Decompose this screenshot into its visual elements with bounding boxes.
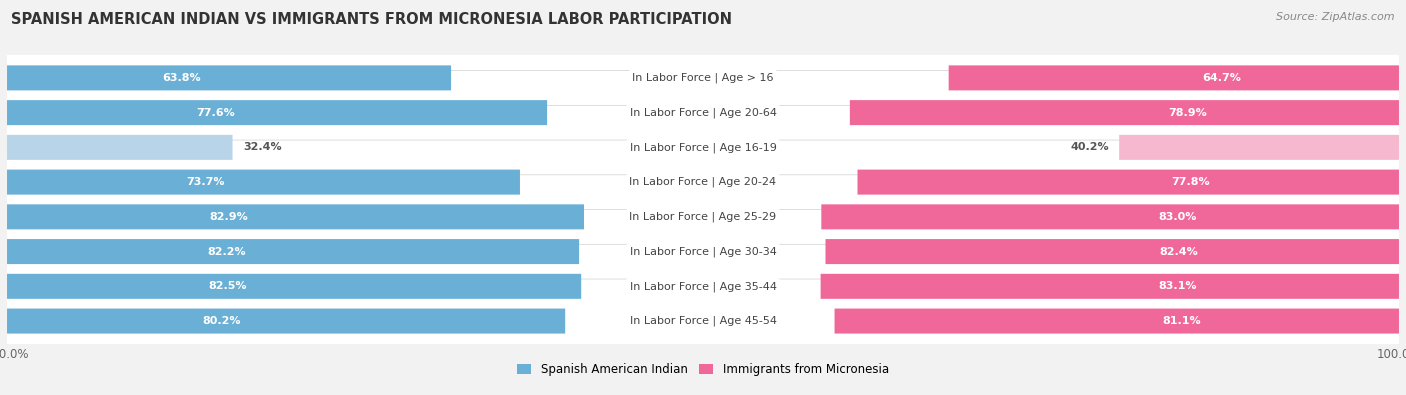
FancyBboxPatch shape xyxy=(7,204,583,229)
FancyBboxPatch shape xyxy=(835,308,1399,333)
Text: In Labor Force | Age 20-24: In Labor Force | Age 20-24 xyxy=(630,177,776,187)
FancyBboxPatch shape xyxy=(1,244,1405,328)
FancyBboxPatch shape xyxy=(1,279,1405,363)
Text: 82.4%: 82.4% xyxy=(1160,246,1198,257)
Text: 82.9%: 82.9% xyxy=(209,212,247,222)
FancyBboxPatch shape xyxy=(825,239,1399,264)
FancyBboxPatch shape xyxy=(821,204,1399,229)
FancyBboxPatch shape xyxy=(1,36,1405,120)
Text: 82.5%: 82.5% xyxy=(208,281,246,292)
FancyBboxPatch shape xyxy=(7,308,565,333)
FancyBboxPatch shape xyxy=(1,105,1405,189)
Text: 40.2%: 40.2% xyxy=(1070,142,1109,152)
FancyBboxPatch shape xyxy=(1,71,1405,155)
Text: 63.8%: 63.8% xyxy=(163,73,201,83)
Text: 80.2%: 80.2% xyxy=(202,316,240,326)
Text: 82.2%: 82.2% xyxy=(207,246,246,257)
Text: In Labor Force | Age 35-44: In Labor Force | Age 35-44 xyxy=(630,281,776,292)
FancyBboxPatch shape xyxy=(858,169,1399,195)
Text: 64.7%: 64.7% xyxy=(1202,73,1241,83)
Text: 83.1%: 83.1% xyxy=(1159,281,1197,292)
Text: In Labor Force | Age 20-64: In Labor Force | Age 20-64 xyxy=(630,107,776,118)
FancyBboxPatch shape xyxy=(821,274,1399,299)
Text: Source: ZipAtlas.com: Source: ZipAtlas.com xyxy=(1277,12,1395,22)
Text: 77.6%: 77.6% xyxy=(195,107,235,118)
Text: In Labor Force | Age 25-29: In Labor Force | Age 25-29 xyxy=(630,212,776,222)
FancyBboxPatch shape xyxy=(7,135,232,160)
Text: 78.9%: 78.9% xyxy=(1168,107,1206,118)
Text: In Labor Force | Age 45-54: In Labor Force | Age 45-54 xyxy=(630,316,776,326)
FancyBboxPatch shape xyxy=(7,66,451,90)
FancyBboxPatch shape xyxy=(7,169,520,195)
Text: In Labor Force | Age 16-19: In Labor Force | Age 16-19 xyxy=(630,142,776,152)
Text: 32.4%: 32.4% xyxy=(243,142,281,152)
FancyBboxPatch shape xyxy=(949,66,1399,90)
FancyBboxPatch shape xyxy=(1,210,1405,293)
FancyBboxPatch shape xyxy=(7,274,581,299)
FancyBboxPatch shape xyxy=(7,100,547,125)
Text: 83.0%: 83.0% xyxy=(1159,212,1197,222)
Text: SPANISH AMERICAN INDIAN VS IMMIGRANTS FROM MICRONESIA LABOR PARTICIPATION: SPANISH AMERICAN INDIAN VS IMMIGRANTS FR… xyxy=(11,12,733,27)
FancyBboxPatch shape xyxy=(1,175,1405,259)
FancyBboxPatch shape xyxy=(1119,135,1399,160)
FancyBboxPatch shape xyxy=(7,239,579,264)
Text: 73.7%: 73.7% xyxy=(187,177,225,187)
FancyBboxPatch shape xyxy=(1,140,1405,224)
Legend: Spanish American Indian, Immigrants from Micronesia: Spanish American Indian, Immigrants from… xyxy=(512,359,894,381)
Text: 81.1%: 81.1% xyxy=(1163,316,1201,326)
Text: In Labor Force | Age 30-34: In Labor Force | Age 30-34 xyxy=(630,246,776,257)
Text: 77.8%: 77.8% xyxy=(1171,177,1209,187)
FancyBboxPatch shape xyxy=(849,100,1399,125)
Text: In Labor Force | Age > 16: In Labor Force | Age > 16 xyxy=(633,73,773,83)
